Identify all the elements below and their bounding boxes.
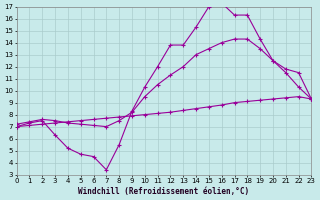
X-axis label: Windchill (Refroidissement éolien,°C): Windchill (Refroidissement éolien,°C)	[78, 187, 250, 196]
